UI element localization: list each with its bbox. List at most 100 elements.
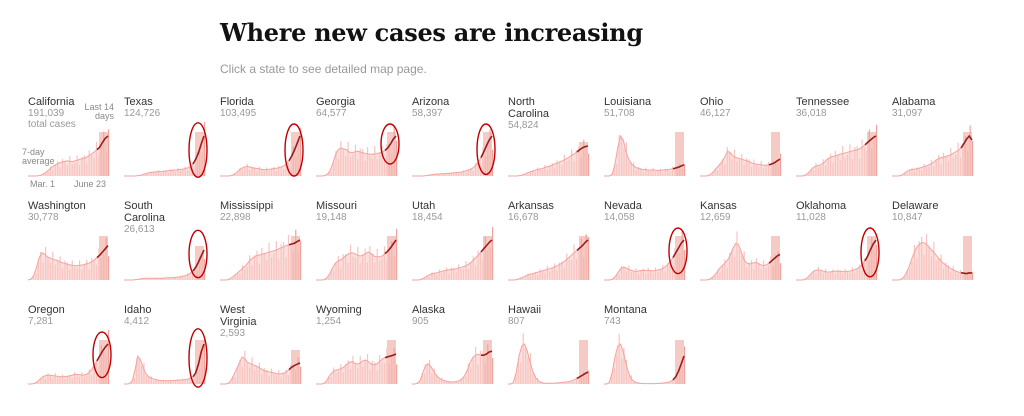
sparkline-hawaii [508,333,590,385]
state-cell-west-virginia[interactable]: West Virginia 2,593 [220,304,302,392]
state-cell-washington[interactable]: Washington 30,778 [27,200,110,288]
last-14-days-band [675,340,684,384]
recent-average-line [864,135,877,146]
state-label-group: Arizona 58,397 [412,96,492,119]
last-14-days-band [579,340,588,384]
state-name: Florida [220,96,254,108]
recent-average-line [384,135,397,151]
state-cell-wyoming[interactable]: Wyoming 1,254 [316,304,398,392]
daily-bar [396,228,398,280]
state-cell-missouri[interactable]: Missouri 19,148 [316,200,398,288]
state-total-cases: 743 [604,316,621,327]
state-total-cases: 905 [412,316,429,327]
state-total-cases: 11,028 [796,212,826,223]
average-line [412,157,482,177]
state-name: Alabama [892,96,936,108]
state-cell-nevada[interactable]: Nevada 14,058 [604,200,688,288]
state-cell-idaho[interactable]: Idaho 4,412 [124,304,208,392]
state-cell-utah[interactable]: Utah 18,454 [412,200,494,288]
state-total-cases: 54,824 [508,120,539,131]
case-area [412,351,492,384]
state-label-group: Idaho 4,412 [124,304,204,327]
state-total-cases: 4,412 [124,316,150,327]
average-line [604,257,674,281]
average-line [124,163,194,177]
state-cell-oregon[interactable]: Oregon 7,281 [28,304,112,392]
daily-bar [492,226,494,280]
state-cell-arizona[interactable]: Arizona 58,397 [412,96,496,184]
state-cell-montana[interactable]: Montana 743 [604,304,686,392]
daily-bar [204,337,206,384]
sparkline-wyoming [316,340,398,385]
state-cell-mississippi[interactable]: Mississippi 22,898 [220,200,302,288]
average-line [124,354,194,385]
page-subtitle: Click a state to see detailed map page. [220,62,427,76]
state-cell-oklahoma[interactable]: Oklahoma 11,028 [796,200,880,288]
state-total-cases: 22,898 [220,212,251,223]
state-name: Ohio [700,96,724,108]
highlight-ring [284,123,304,177]
state-name: South Carolina [124,200,165,224]
daily-bar [780,263,782,280]
sparkline-louisiana [604,132,686,177]
state-total-cases: 10,847 [892,212,923,223]
highlight-ring [188,229,208,279]
case-area [124,250,204,280]
daily-bar [300,366,302,384]
state-name: Texas [124,96,153,108]
sparkline-kansas [700,231,782,281]
daily-bar [492,149,494,176]
state-name: Montana [604,304,647,316]
average-line [220,356,290,385]
state-cell-ohio[interactable]: Ohio 46,127 [700,96,782,184]
state-cell-kansas[interactable]: Kansas 12,659 [700,200,782,288]
last-14-days-band [963,236,972,280]
state-cell-florida[interactable]: Florida 103,495 [220,96,304,184]
state-label-group: Nevada 14,058 [604,200,684,223]
sparkline-delaware [892,233,974,281]
average-line [316,147,386,177]
state-cell-alabama[interactable]: Alabama 31,097 [892,96,974,184]
sparkline-north-carolina [508,139,590,177]
highlight-ring [188,328,208,388]
average-line [508,343,578,385]
daily-bar [300,127,302,176]
state-cell-north-carolina[interactable]: North Carolina 54,824 [508,96,590,184]
daily-bar [396,364,398,384]
state-total-cases: 103,495 [220,108,257,119]
state-cell-california[interactable]: California 191,039 total cases [28,96,110,184]
page-title: Where new cases are increasing [220,18,643,47]
state-name: Oregon [28,304,65,316]
state-cell-hawaii[interactable]: Hawaii 807 [508,304,590,392]
sparkline-arkansas [508,234,590,281]
state-cell-georgia[interactable]: Georgia 64,577 [316,96,400,184]
case-area [316,354,396,384]
state-label-group: Ohio 46,127 [700,96,780,119]
state-cell-texas[interactable]: Texas 124,726 [124,96,208,184]
state-cell-delaware[interactable]: Delaware 10,847 [892,200,974,288]
recent-average-line [96,343,109,362]
case-area [124,344,204,384]
state-cell-tennessee[interactable]: Tennessee 36,018 [796,96,878,184]
case-area [796,240,876,280]
state-name: Arizona [412,96,450,108]
state-cell-louisiana[interactable]: Louisiana 51,708 [604,96,686,184]
case-area [220,240,300,280]
case-area [124,136,204,176]
state-cell-south-carolina[interactable]: South Carolina 26,613 [124,200,208,288]
recent-average-line [384,239,397,255]
state-total-cases: 1,254 [316,316,342,327]
sparkline-oklahoma [796,227,880,281]
average-line [412,353,482,385]
state-cell-alaska[interactable]: Alaska 905 [412,304,494,392]
state-cell-arkansas[interactable]: Arkansas 16,678 [508,200,590,288]
case-area [508,240,588,280]
recent-average-line [192,249,205,272]
recent-average-line [192,343,205,378]
daily-bar [972,140,974,176]
state-total-cases: 12,659 [700,212,731,223]
recent-average-line [96,245,109,259]
state-name: West Virginia [220,304,257,328]
state-name: Kansas [700,200,737,212]
average-line [124,270,194,281]
